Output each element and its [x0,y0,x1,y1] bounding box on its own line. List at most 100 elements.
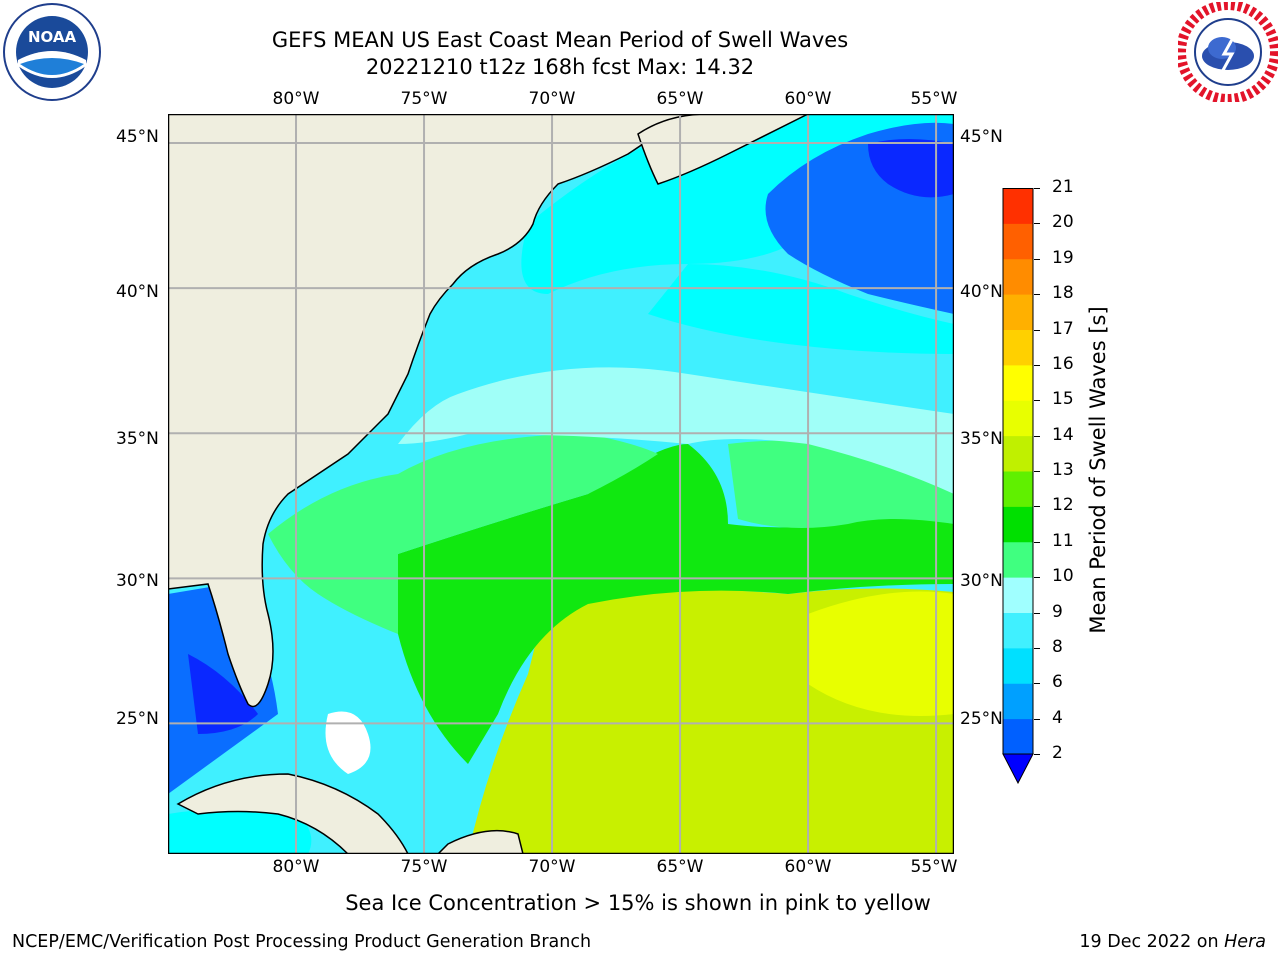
field-green-light-2 [728,440,954,528]
field-pale-cyan [398,367,954,494]
colorbar-tick-label: 18 [1052,283,1074,304]
colorbar-tick-mark [1034,364,1040,366]
lon-label-bottom: 80°W [272,857,320,877]
colorbar-tick-label: 13 [1052,460,1074,480]
field-bahamas-white [325,711,371,774]
footer-date: 19 Dec 2022 on Hera [1079,932,1266,952]
lat-label-left: 40°N [116,282,159,302]
colorbar-tick-label: 10 [1052,566,1074,587]
colorbar-tick-label: 11 [1052,530,1074,551]
colorbar-tick-mark [1034,577,1040,579]
lon-label-top: 70°W [528,89,576,109]
colorbar-band [1003,435,1033,472]
field-caribbean-cyan [168,809,312,854]
field-cyan-2 [648,264,954,354]
colorbar-tick-label: 20 [1052,212,1074,233]
land-hispaniola [436,829,524,854]
lat-label-right: 45°N [960,127,1003,147]
colorbar-band [1003,188,1033,224]
field-yellow [808,591,954,716]
lat-label-right: 40°N [960,282,1003,302]
colorbar-band [1003,223,1033,260]
colorbar-tick-mark [1034,647,1040,649]
colorbar-tick-mark [1034,471,1040,472]
lon-label-bottom: 75°W [400,857,448,877]
colorbar-band [1003,683,1033,720]
noaa-logo: NOAA [2,2,102,102]
colorbar-band [1003,718,1033,755]
colorbar-tick-mark [1034,612,1040,614]
noaa-logo-text: NOAA [28,28,77,46]
lon-label-bottom: 65°W [656,857,704,877]
colorbar [1002,188,1034,784]
colorbar-tick-label: 14 [1052,424,1074,445]
colorbar-band [1003,400,1033,437]
colorbar-tick-mark [1034,188,1040,189]
colorbar-tick-label: 17 [1052,318,1074,339]
colorbar-tick-mark [1034,223,1040,225]
colorbar-tick-label: 16 [1052,353,1074,374]
colorbar-tick-label: 9 [1052,601,1063,622]
colorbar-band [1003,541,1033,578]
colorbar-tick-mark [1034,329,1040,331]
colorbar-tick-mark [1034,754,1040,755]
field-green-light [268,434,658,634]
map-frame [168,114,954,854]
colorbar-label: Mean Period of Swell Waves [s] [1086,306,1110,634]
lat-label-right: 35°N [960,429,1003,449]
colorbar-tick-label: 19 [1052,247,1074,268]
swell-period-map [168,114,954,854]
footer-credit: NCEP/EMC/Verification Post Processing Pr… [12,932,592,952]
colorbar-band [1003,258,1033,295]
lon-label-bottom: 55°W [910,857,958,877]
colorbar-tick-mark [1034,683,1040,685]
colorbar-band [1003,329,1033,366]
colorbar-band [1003,294,1033,330]
colorbar-tick-mark [1034,258,1040,260]
colorbar-band [1003,577,1033,613]
colorbar-tick-mark [1034,506,1040,508]
sea-ice-note: Sea Ice Concentration > 15% is shown in … [345,891,931,915]
footer-host: Hera [1224,932,1266,952]
lat-label-right: 25°N [960,709,1003,729]
colorbar-band [1003,471,1033,507]
nws-logo [1176,0,1280,104]
colorbar-band [1003,647,1033,684]
lon-label-top: 55°W [910,89,958,109]
colorbar-band [1003,506,1033,543]
field-deep-blue [868,139,954,198]
field-green [398,444,954,764]
colorbar-tick-label: 6 [1052,672,1063,693]
footer-date-text: 19 Dec 2022 on [1079,932,1219,952]
colorbar-extend-triangle [1002,753,1034,784]
land-north-america [168,114,690,708]
colorbar-tick-label: 2 [1052,743,1063,763]
field-gulf-deep [188,654,258,734]
colorbar-tick-label: 4 [1052,707,1063,728]
chart-subtitle: 20221210 t12z 168h fcst Max: 14.32 [365,55,755,79]
lon-label-top: 75°W [400,89,448,109]
colorbar-tick-mark [1034,400,1040,402]
colorbar-tick-label: 21 [1052,177,1074,197]
colorbar-tick-mark [1034,718,1040,720]
colorbar-band [1003,612,1033,649]
chart-title: GEFS MEAN US East Coast Mean Period of S… [271,28,849,52]
colorbar-tick-mark [1034,435,1040,437]
colorbar-tick-label: 8 [1052,636,1063,657]
lon-label-bottom: 70°W [528,857,576,877]
colorbar-band [1003,364,1033,401]
colorbar-tick-label: 15 [1052,389,1074,410]
lon-label-top: 80°W [272,89,320,109]
lat-label-right: 30°N [960,571,1003,591]
lat-label-left: 30°N [116,571,159,591]
lon-label-top: 65°W [656,89,704,109]
colorbar-tick-mark [1034,541,1040,543]
lon-label-top: 60°W [784,89,832,109]
lat-label-left: 35°N [116,429,159,449]
lon-label-bottom: 60°W [784,857,832,877]
land-cuba [176,773,409,854]
colorbar-tick-label: 12 [1052,495,1074,516]
lat-label-left: 25°N [116,709,159,729]
lat-label-left: 45°N [116,127,159,147]
colorbar-tick-mark [1034,294,1040,296]
